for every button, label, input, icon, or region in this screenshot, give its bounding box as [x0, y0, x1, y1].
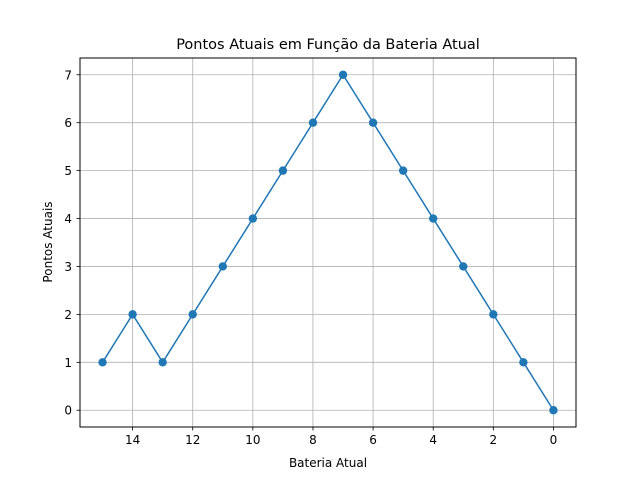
data-point — [218, 262, 227, 271]
data-point — [489, 310, 498, 319]
x-tick-label: 8 — [309, 433, 317, 447]
y-tick-label: 2 — [64, 308, 72, 322]
data-point — [158, 358, 167, 367]
data-point — [459, 262, 468, 271]
chart-title: Pontos Atuais em Função da Bateria Atual — [176, 37, 480, 53]
x-tick-label: 0 — [550, 433, 558, 447]
data-point — [368, 118, 378, 127]
data-point — [98, 358, 107, 367]
x-axis-ticks: 14 12 10 8 6 4 2 0 — [125, 427, 557, 447]
series-layer — [98, 70, 558, 415]
x-tick-label: 14 — [125, 433, 140, 447]
y-tick-label: 4 — [64, 212, 72, 226]
y-tick-label: 6 — [64, 116, 72, 130]
data-point — [188, 310, 197, 319]
y-tick-label: 0 — [64, 404, 72, 418]
data-point — [128, 310, 137, 319]
data-point — [398, 166, 408, 175]
data-point — [248, 214, 258, 223]
x-tick-label: 4 — [429, 433, 437, 447]
data-point — [338, 70, 348, 79]
data-point — [519, 358, 528, 367]
data-point — [549, 406, 558, 415]
x-tick-label: 6 — [369, 433, 377, 447]
grid — [80, 58, 576, 427]
data-point — [308, 118, 318, 127]
data-point — [278, 166, 288, 175]
plot-frame — [79, 57, 577, 428]
y-tick-label: 3 — [64, 260, 72, 274]
y-tick-label: 7 — [64, 68, 72, 82]
y-tick-label: 5 — [64, 164, 72, 178]
series-line — [101, 74, 555, 411]
x-tick-label: 2 — [490, 433, 498, 447]
data-point — [429, 214, 438, 223]
x-axis-label: Bateria Atual — [289, 456, 367, 470]
y-axis-label: Pontos Atuais — [41, 201, 55, 282]
y-axis-ticks: 0 1 2 3 4 5 6 7 — [64, 68, 80, 418]
x-tick-label: 12 — [185, 433, 200, 447]
y-tick-label: 1 — [64, 356, 72, 370]
x-tick-label: 10 — [245, 433, 260, 447]
